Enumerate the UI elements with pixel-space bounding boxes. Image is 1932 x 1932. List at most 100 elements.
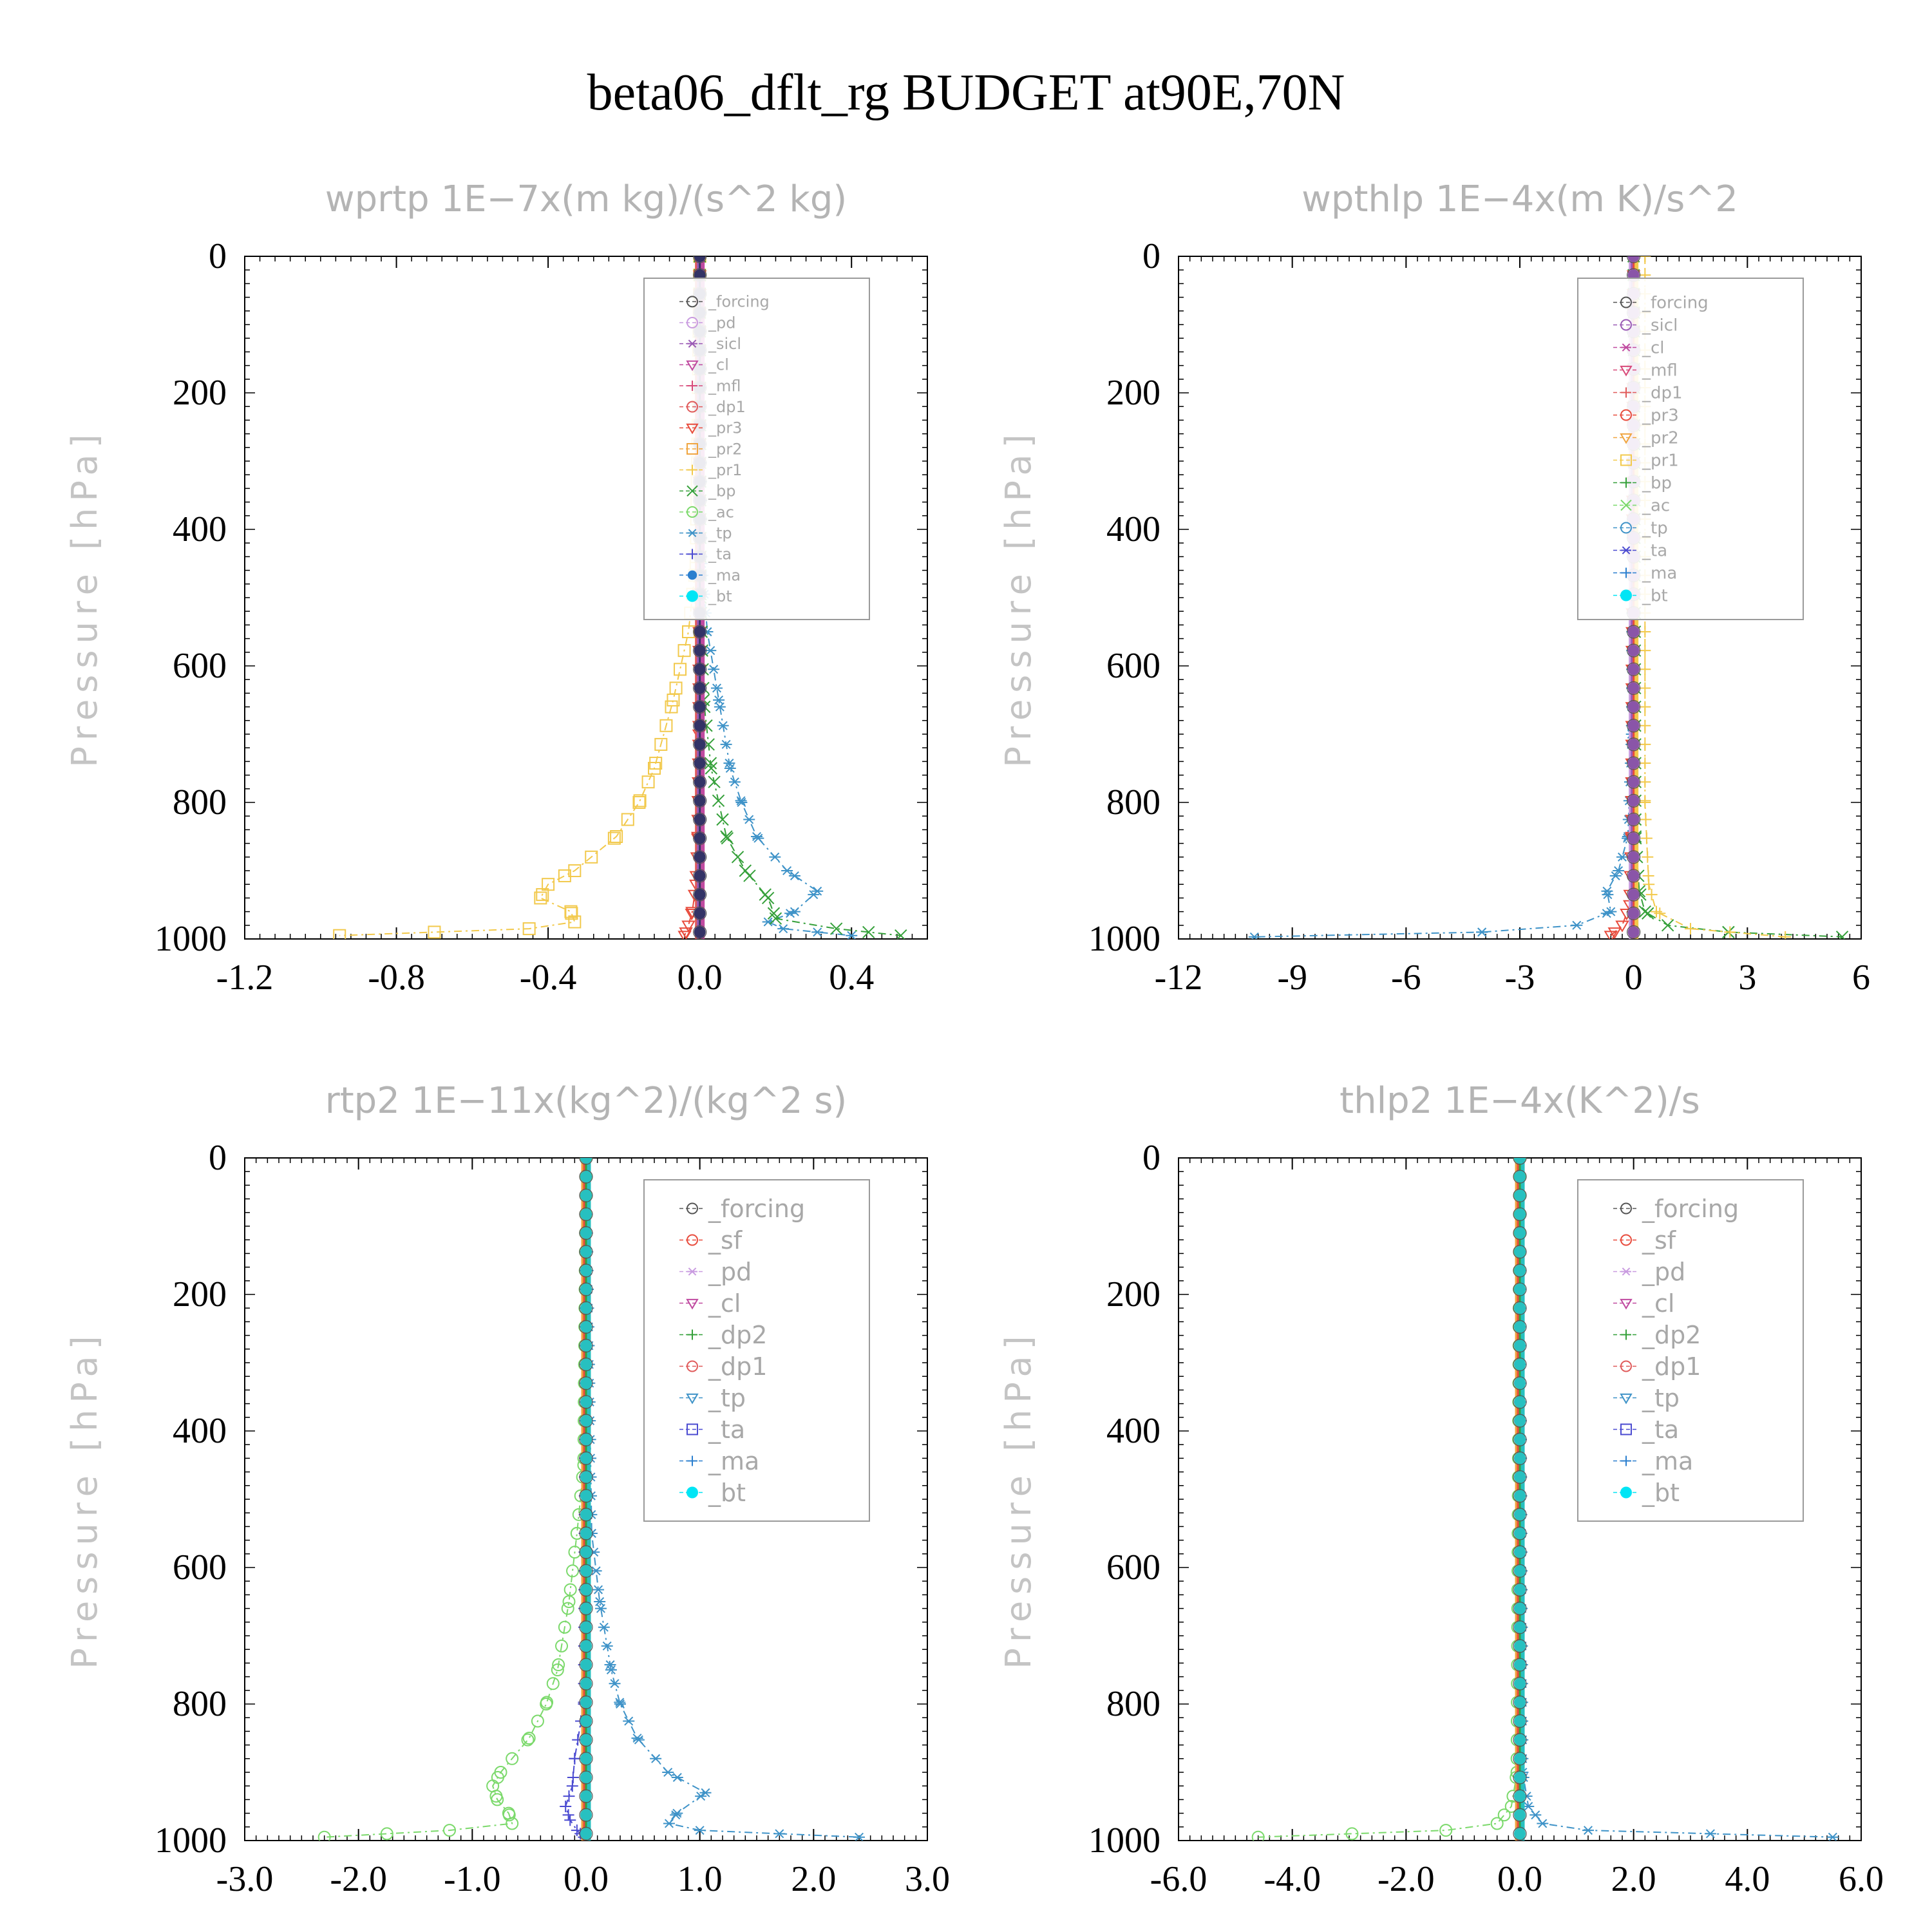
- legend-swatch-marker: [1620, 409, 1632, 421]
- legend-label: _pr3: [1642, 406, 1679, 426]
- bt-marker: [1513, 1620, 1527, 1634]
- legend-swatch-marker: [687, 1267, 697, 1276]
- data-marker: [862, 925, 875, 939]
- data-marker: [1604, 931, 1618, 939]
- bt-marker-ring: [579, 1620, 593, 1634]
- data-marker: [564, 905, 578, 918]
- legend-label: _mfl: [708, 377, 741, 395]
- series_dp1: [317, 1158, 592, 1841]
- bt-marker: [1627, 681, 1641, 696]
- legend-item_pr3: _pr3: [1613, 406, 1679, 426]
- legend-item_ma: _ma: [1613, 1447, 1693, 1475]
- data-marker: [1639, 719, 1651, 732]
- bt-marker-ring: [1627, 681, 1641, 696]
- x-tick-label: -9: [1277, 958, 1307, 998]
- data-marker: [659, 719, 673, 732]
- bt-marker-ring: [693, 643, 707, 658]
- data-marker: [728, 777, 741, 787]
- legend-item_cl: _cl: [1613, 1289, 1674, 1318]
- legend-item_bt: _bt: [1613, 587, 1668, 606]
- bt-marker: [579, 1752, 593, 1766]
- data-marker: [506, 1752, 519, 1765]
- legend-item_forcing: _forcing: [1613, 294, 1709, 313]
- panel-2: wpthlp 1E−4x(m K)/s^2 Pressure [hPa] -12 -9…: [998, 178, 1870, 998]
- bt-marker-ring: [1627, 850, 1641, 864]
- data-marker: [811, 886, 824, 896]
- legend-label: _tp: [1642, 1384, 1680, 1412]
- data-marker: [1609, 871, 1622, 880]
- bt-marker-ring: [579, 1414, 593, 1428]
- data-marker: [558, 1620, 571, 1634]
- legend-label: _pd: [708, 1258, 752, 1286]
- bt-marker: [579, 1301, 593, 1315]
- legend-item_dp2: _dp2: [679, 1321, 767, 1349]
- bt-marker-ring: [579, 1432, 593, 1446]
- series_dp1: [1251, 1158, 1526, 1841]
- legend-label: _cl: [708, 356, 729, 374]
- bt-marker: [1513, 1789, 1527, 1803]
- y-axis-label: Pressure [hPa]: [998, 428, 1039, 767]
- legend-swatch-marker: [1621, 387, 1631, 398]
- data-marker: [585, 850, 598, 864]
- data-marker: [1640, 813, 1652, 826]
- data-marker: [1639, 663, 1651, 676]
- legend-label: _pd: [708, 314, 735, 332]
- bt-marker: [1627, 906, 1641, 920]
- legend-label: _tp: [1642, 519, 1668, 538]
- bt-marker-ring: [1513, 1508, 1527, 1522]
- bt-marker: [579, 1508, 593, 1522]
- x-tick-label: -3: [1505, 958, 1535, 998]
- legend-label: _sf: [1642, 1226, 1677, 1255]
- data-marker: [567, 1771, 579, 1783]
- legend-box: [1577, 278, 1804, 620]
- bt-marker-ring: [1627, 812, 1641, 827]
- data-marker: [895, 929, 907, 939]
- data-marker: [551, 1663, 564, 1676]
- legend-swatch-marker: [1620, 296, 1632, 308]
- data-marker: [569, 1752, 581, 1765]
- bt-marker: [693, 850, 707, 864]
- data-marker: [681, 920, 696, 933]
- data-marker: [486, 1779, 500, 1793]
- bt-marker: [1513, 1414, 1527, 1428]
- x-tick-label: -2.0: [330, 1859, 387, 1899]
- legend-box: [1577, 1179, 1804, 1522]
- y-tick-label: 600: [173, 646, 227, 686]
- data-marker: [491, 1793, 504, 1806]
- panel-title: wpthlp 1E−4x(m K)/s^2: [1302, 178, 1738, 220]
- bt-marker-ring: [579, 1158, 593, 1165]
- data-marker: [735, 796, 747, 806]
- legend-label: _sicl: [1642, 316, 1678, 336]
- legend-label: _tp: [708, 524, 732, 542]
- x-tick-label: 2.0: [1611, 1859, 1656, 1899]
- bt-marker: [579, 1376, 593, 1390]
- data-marker: [1639, 682, 1651, 694]
- bt-marker-ring: [579, 1808, 593, 1822]
- data-marker: [494, 1766, 507, 1779]
- bt-marker-ring: [1513, 1658, 1527, 1672]
- data-marker: [677, 644, 691, 658]
- bt-marker: [579, 1414, 593, 1428]
- bt-marker: [1627, 831, 1641, 846]
- bt-marker-ring: [579, 1188, 593, 1202]
- legend-item_ma: _ma: [1613, 564, 1677, 583]
- legend-swatch-marker: [687, 317, 698, 328]
- legend-item_pr1: _pr1: [679, 461, 742, 479]
- data-marker: [592, 1585, 605, 1595]
- legend-item_bp: _bp: [679, 482, 735, 500]
- legend-label: _bt: [1642, 587, 1668, 606]
- bt-marker-ring: [693, 793, 707, 808]
- legend-label: _cl: [1642, 339, 1665, 358]
- bt-marker-ring: [693, 699, 707, 714]
- bt-marker: [693, 625, 707, 639]
- legend-item_cl: _cl: [679, 356, 729, 374]
- legend-label: _bt: [708, 1479, 746, 1507]
- bt-marker-ring: [1513, 1526, 1527, 1540]
- data-marker: [540, 1698, 553, 1710]
- legend-item_pr2: _pr2: [1613, 429, 1679, 448]
- bt-marker-ring: [1513, 1338, 1527, 1353]
- bt-marker-ring: [1513, 1395, 1527, 1409]
- bt-marker-ring: [1513, 1770, 1527, 1785]
- legend-item_ta: _ta: [1613, 1416, 1679, 1444]
- data-marker: [769, 852, 781, 862]
